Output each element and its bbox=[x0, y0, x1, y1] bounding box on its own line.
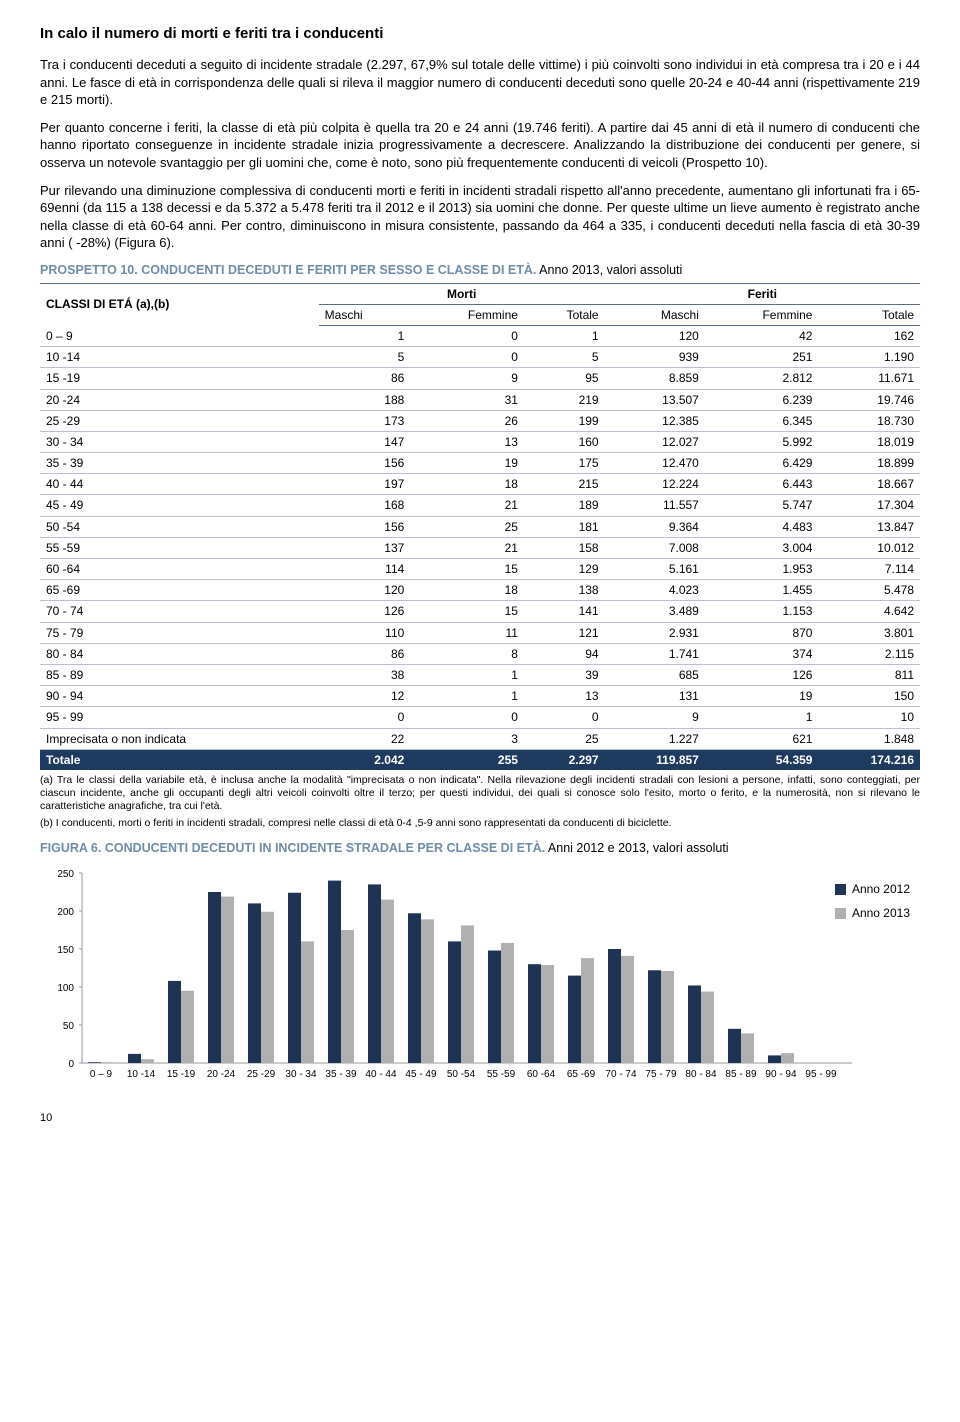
svg-text:95 - 99: 95 - 99 bbox=[805, 1069, 837, 1080]
bar-chart: 0 50 100 150 200 250 0 – 9 10 -14 15 -19 20 -24 25… bbox=[40, 863, 900, 1093]
footnote: (b) I conducenti, morti o feriti in inci… bbox=[40, 817, 920, 830]
prospetto-tail: Anno 2013, valori assoluti bbox=[536, 263, 682, 277]
table-row: 95 - 990009110 bbox=[40, 707, 920, 728]
table-row: 70 - 74126151413.4891.1534.642 bbox=[40, 601, 920, 622]
table-row: 0 – 910112042162 bbox=[40, 325, 920, 346]
table-row: 55 -59137211587.0083.00410.012 bbox=[40, 537, 920, 558]
paragraph: Per quanto concerne i feriti, la classe … bbox=[40, 119, 920, 172]
table-row: 65 -69120181384.0231.4555.478 bbox=[40, 580, 920, 601]
table-row: 45 - 491682118911.5575.74717.304 bbox=[40, 495, 920, 516]
svg-text:25 -29: 25 -29 bbox=[247, 1069, 276, 1080]
legend-item: Anno 2012 bbox=[835, 881, 910, 897]
prospetto-lead: PROSPETTO 10. CONDUCENTI DECEDUTI E FERI… bbox=[40, 263, 536, 277]
svg-text:40 - 44: 40 - 44 bbox=[365, 1069, 397, 1080]
table-col: Femmine bbox=[705, 304, 819, 325]
chart-legend: Anno 2012 Anno 2013 bbox=[835, 881, 910, 929]
table-row: 80 - 84868941.7413742.115 bbox=[40, 643, 920, 664]
prospetto-heading: PROSPETTO 10. CONDUCENTI DECEDUTI E FERI… bbox=[40, 262, 920, 279]
page-number: 10 bbox=[40, 1111, 920, 1126]
svg-text:60 -64: 60 -64 bbox=[527, 1069, 556, 1080]
table-col: Maschi bbox=[319, 304, 411, 325]
svg-text:150: 150 bbox=[57, 945, 74, 956]
svg-text:200: 200 bbox=[57, 907, 74, 918]
svg-text:100: 100 bbox=[57, 983, 74, 994]
table-col: Femmine bbox=[410, 304, 524, 325]
table-row: 85 - 8938139685126811 bbox=[40, 664, 920, 685]
svg-text:35 - 39: 35 - 39 bbox=[325, 1069, 357, 1080]
table-row: 10 -145059392511.190 bbox=[40, 347, 920, 368]
svg-text:50 -54: 50 -54 bbox=[447, 1069, 476, 1080]
col-group-morti: Morti bbox=[319, 283, 605, 304]
col-group-feriti: Feriti bbox=[605, 283, 920, 304]
svg-text:15 -19: 15 -19 bbox=[167, 1069, 196, 1080]
svg-text:85 - 89: 85 - 89 bbox=[725, 1069, 757, 1080]
table-row: 50 -54156251819.3644.48313.847 bbox=[40, 516, 920, 537]
svg-text:50: 50 bbox=[63, 1021, 75, 1032]
figura-heading: FIGURA 6. CONDUCENTI DECEDUTI IN INCIDEN… bbox=[40, 840, 920, 857]
svg-text:55 -59: 55 -59 bbox=[487, 1069, 516, 1080]
svg-text:0 – 9: 0 – 9 bbox=[90, 1069, 113, 1080]
figura-lead: FIGURA 6. CONDUCENTI DECEDUTI IN INCIDEN… bbox=[40, 841, 545, 855]
svg-text:30 - 34: 30 - 34 bbox=[285, 1069, 317, 1080]
table-row: 40 - 441971821512.2246.44318.667 bbox=[40, 474, 920, 495]
legend-item: Anno 2013 bbox=[835, 905, 910, 921]
footnote: (a) Tra le classi della variabile età, è… bbox=[40, 774, 920, 813]
section-title: In calo il numero di morti e feriti tra … bbox=[40, 24, 920, 44]
table-row: 75 - 79110111212.9318703.801 bbox=[40, 622, 920, 643]
svg-text:65 -69: 65 -69 bbox=[567, 1069, 596, 1080]
svg-text:0: 0 bbox=[68, 1059, 74, 1070]
svg-text:10 -14: 10 -14 bbox=[127, 1069, 156, 1080]
table-col: Maschi bbox=[605, 304, 705, 325]
table-row: 15 -19869958.8592.81211.671 bbox=[40, 368, 920, 389]
table-col: Totale bbox=[818, 304, 920, 325]
svg-text:70 - 74: 70 - 74 bbox=[605, 1069, 637, 1080]
col-classi: CLASSI DI ETÁ (a),(b) bbox=[40, 283, 319, 325]
table-row: 35 - 391561917512.4706.42918.899 bbox=[40, 453, 920, 474]
table-row: 20 -241883121913.5076.23919.746 bbox=[40, 389, 920, 410]
chart-container: 0 50 100 150 200 250 0 – 9 10 -14 15 -19 20 -24 25… bbox=[40, 863, 920, 1093]
table-row-total: Totale2.0422552.297119.85754.359174.216 bbox=[40, 749, 920, 770]
svg-text:250: 250 bbox=[57, 869, 74, 880]
prospetto-table: CLASSI DI ETÁ (a),(b) Morti Feriti Masch… bbox=[40, 283, 920, 770]
paragraph: Pur rilevando una diminuzione complessiv… bbox=[40, 182, 920, 252]
paragraph: Tra i conducenti deceduti a seguito di i… bbox=[40, 56, 920, 109]
svg-text:80 - 84: 80 - 84 bbox=[685, 1069, 717, 1080]
svg-text:75 - 79: 75 - 79 bbox=[645, 1069, 677, 1080]
table-row: 30 - 341471316012.0275.99218.019 bbox=[40, 431, 920, 452]
svg-text:20 -24: 20 -24 bbox=[207, 1069, 236, 1080]
table-row: Imprecisata o non indicata223251.2276211… bbox=[40, 728, 920, 749]
table-row: 90 - 941211313119150 bbox=[40, 686, 920, 707]
table-row: 60 -64114151295.1611.9537.114 bbox=[40, 559, 920, 580]
figura-tail: Anni 2012 e 2013, valori assoluti bbox=[545, 841, 728, 855]
table-col: Totale bbox=[524, 304, 605, 325]
table-row: 25 -291732619912.3856.34518.730 bbox=[40, 410, 920, 431]
svg-text:45 - 49: 45 - 49 bbox=[405, 1069, 437, 1080]
svg-text:90 - 94: 90 - 94 bbox=[765, 1069, 797, 1080]
